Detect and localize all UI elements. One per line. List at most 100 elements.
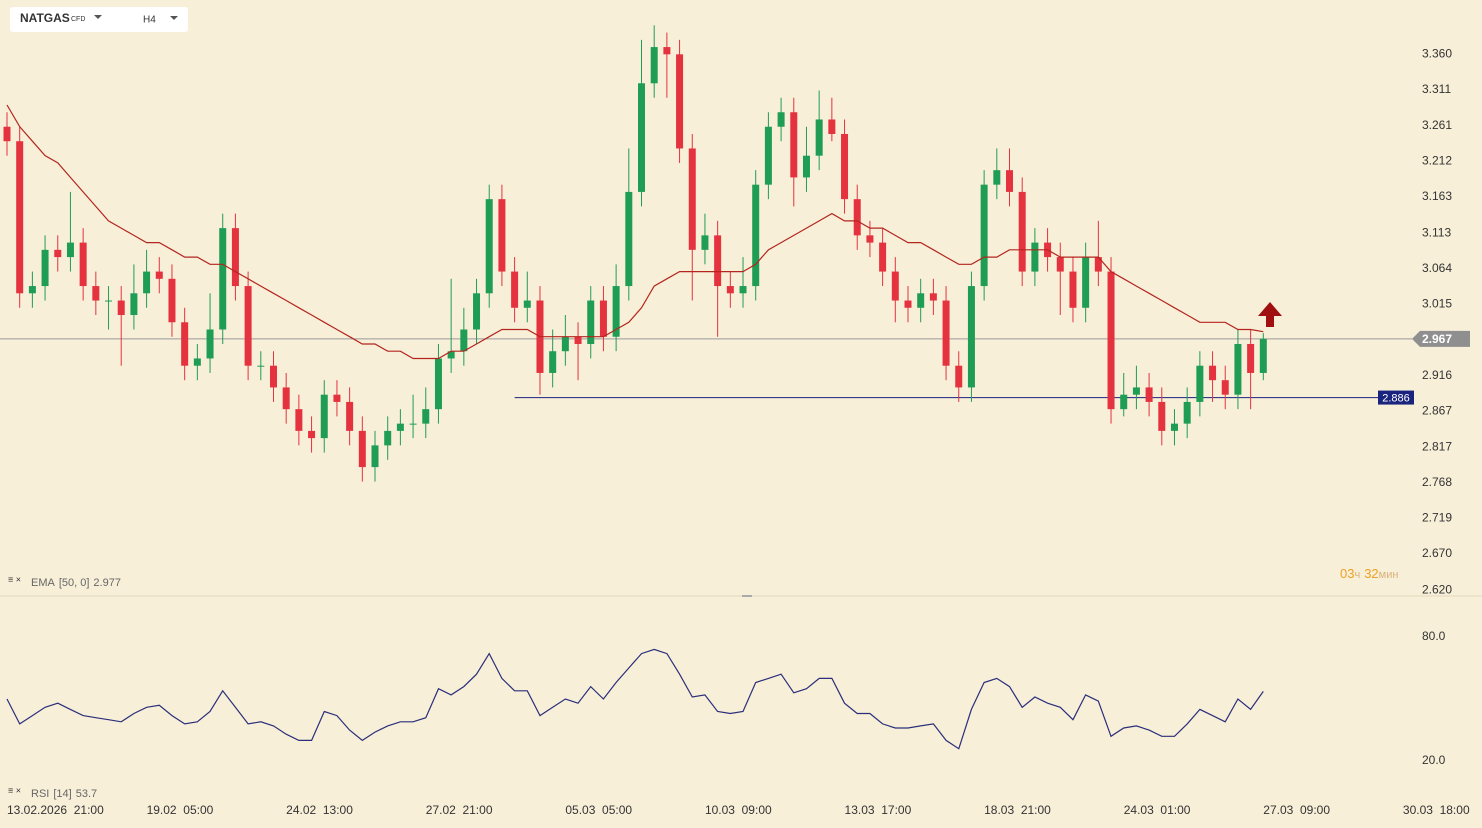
candle-body — [663, 47, 671, 55]
level-label: 2.886 — [1382, 392, 1410, 404]
level-tag — [1378, 390, 1414, 405]
candle-body — [1018, 191, 1026, 272]
candle-body — [676, 54, 684, 149]
candle-body — [295, 409, 303, 431]
candle-body — [409, 423, 417, 425]
y-tick-label: 2.768 — [1422, 475, 1452, 489]
candle-body — [79, 242, 87, 287]
candle-body — [333, 394, 341, 402]
candle-body — [980, 184, 988, 287]
rsi-value: 53.7 — [75, 788, 98, 800]
x-tick-label: 18.03 21:00 — [984, 803, 1051, 817]
candle-body — [155, 271, 163, 279]
candle-body — [955, 365, 963, 388]
candle-body — [1209, 365, 1217, 381]
y-tick-label: 3.113 — [1422, 225, 1451, 239]
candle-body — [1031, 242, 1039, 272]
candle-body — [1107, 271, 1115, 410]
y-tick-label: 3.360 — [1422, 46, 1452, 60]
candle-body — [739, 286, 747, 294]
candle-body — [1247, 343, 1255, 373]
candle-body — [904, 300, 912, 308]
candle-body — [384, 430, 392, 446]
candle-body — [714, 235, 722, 287]
candle-body — [498, 199, 506, 272]
x-tick-label: 30.03 18:00 — [1403, 803, 1470, 817]
y-tick-label: 2.867 — [1422, 404, 1452, 418]
candle-body — [1183, 401, 1191, 424]
ema-line — [6, 104, 1264, 360]
candle-body — [92, 286, 100, 301]
rsi-tick-label: 20.0 — [1422, 753, 1446, 767]
ema-params: [50, 0] — [58, 577, 90, 589]
y-tick-label: 3.064 — [1422, 261, 1452, 275]
timer-hours: 03 — [1340, 566, 1355, 581]
candle-body — [815, 119, 823, 156]
candle-body — [447, 351, 455, 359]
y-tick-label: 2.719 — [1422, 511, 1452, 525]
symbol-box[interactable] — [10, 7, 188, 32]
candle-body — [206, 329, 214, 359]
x-tick-label: 13.03 17:00 — [845, 803, 912, 817]
candle-body — [726, 286, 734, 294]
candle-body — [308, 430, 316, 439]
candle-body — [282, 387, 290, 410]
timeframe: H4 — [143, 15, 156, 26]
candle-body — [511, 271, 519, 308]
candle-body — [181, 322, 189, 366]
candle-body — [117, 300, 125, 316]
candle-body — [625, 191, 633, 287]
candle-body — [396, 423, 404, 431]
x-tick-label: 24.03 01:00 — [1124, 803, 1191, 817]
timer-minutes: 32 — [1364, 566, 1379, 581]
x-tick-label: 10.03 09:00 — [705, 803, 772, 817]
candle-body — [701, 235, 709, 250]
candle-body — [523, 300, 531, 308]
candle-body — [561, 336, 569, 352]
candle-body — [320, 394, 328, 439]
symbol: NATGAS — [20, 11, 70, 25]
candle-body — [1006, 170, 1014, 192]
candle-body — [549, 351, 557, 373]
timer-hours-unit: ч — [1354, 569, 1361, 581]
x-tick-label: 13.02.2026 21:00 — [7, 803, 104, 817]
y-tick-label: 2.817 — [1422, 440, 1452, 454]
x-tick-label: 24.02 13:00 — [286, 803, 353, 817]
rsi-legend: RSI [14] 53.7 — [31, 788, 101, 800]
rsi-tick-label: 80.0 — [1422, 629, 1446, 643]
candle-body — [917, 293, 925, 308]
y-tick-label: 3.163 — [1422, 189, 1452, 203]
candle-body — [574, 336, 582, 344]
candle-body — [879, 242, 887, 272]
candle-body — [269, 365, 277, 388]
candle-body — [473, 293, 481, 330]
candle-body — [853, 199, 861, 236]
indicator-menu-icon[interactable]: ≡ × — [8, 574, 21, 584]
candle-body — [168, 278, 176, 323]
candle-body — [967, 286, 975, 388]
candle-body — [193, 358, 201, 366]
x-tick-label: 19.02 05:00 — [147, 803, 214, 817]
y-tick-label: 2.670 — [1422, 546, 1452, 560]
candle-body — [358, 430, 366, 468]
last-price-label: 2.967 — [1422, 332, 1452, 346]
last-price-tag — [1412, 330, 1470, 347]
candle-body — [866, 235, 874, 243]
symbol-dropdown[interactable] — [94, 15, 102, 19]
candle-body — [105, 300, 113, 302]
rsi-params: [14] — [53, 788, 72, 800]
candle-body — [460, 329, 468, 352]
y-tick-label: 3.212 — [1422, 154, 1452, 168]
candle-body — [1056, 257, 1064, 272]
timeframe-dropdown[interactable] — [170, 16, 178, 20]
candle-body — [777, 112, 785, 127]
indicator-menu-icon[interactable]: ≡ × — [8, 785, 21, 795]
y-tick-label: 3.261 — [1422, 118, 1452, 132]
candle-body — [942, 300, 950, 366]
x-tick-label: 27.02 21:00 — [426, 803, 493, 817]
candle-body — [143, 271, 151, 294]
candle-body — [422, 409, 430, 424]
candle-body — [752, 184, 760, 287]
bar-timer: 03ч 32мин — [1340, 566, 1402, 581]
